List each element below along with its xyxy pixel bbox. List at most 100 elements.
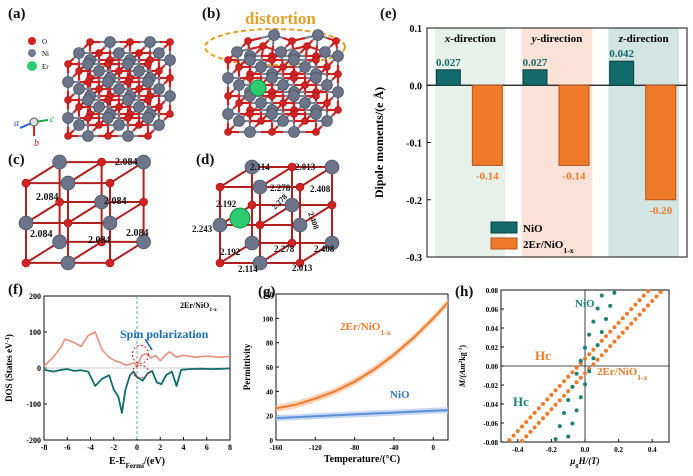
er-hysteresis-point [545, 411, 550, 416]
bond-length: 2.408 [314, 244, 335, 254]
er-hysteresis-point [620, 316, 625, 321]
legend-er: Er [27, 61, 49, 71]
er-hysteresis-point [574, 365, 579, 370]
er-hysteresis-point [637, 298, 642, 303]
er-hysteresis-point [532, 425, 537, 430]
er-hysteresis-point [646, 303, 650, 308]
er-hysteresis-point [616, 320, 621, 325]
er-hysteresis-point [524, 434, 529, 439]
distortion-ellipse [204, 28, 346, 66]
nio-octahedron: 2.084 2.084 2.084 2.084 2.084 2.084 [18, 154, 151, 271]
er-hysteresis-point [545, 397, 550, 402]
y-axis-label: Permittivity [242, 343, 252, 390]
y-tick-label: 0.02 [486, 344, 499, 352]
bar-value-label: -0.14 [476, 170, 499, 182]
er-hysteresis-point [553, 402, 558, 407]
nio-loop-label: NiO [575, 298, 595, 310]
er-hysteresis-point [591, 347, 596, 352]
er-permittivity-line [275, 301, 449, 410]
nio-hysteresis-point [578, 358, 583, 363]
panel-b: (b) distortion [190, 0, 360, 150]
legend: NiO 2Er/NiO1-x [490, 221, 574, 255]
bar-value-label: -0.20 [649, 205, 672, 217]
er-hysteresis-point [612, 325, 617, 330]
x-tick-label: -160 [270, 444, 283, 452]
x-axis-label: E-EFermi/(eV) [109, 456, 165, 470]
er-atom [249, 79, 267, 97]
y-tick-label: 0.1 [410, 24, 423, 35]
panel-h-label: (h) [455, 284, 474, 300]
svg-text:b: b [34, 138, 39, 149]
panel-e-label: (e) [380, 6, 397, 22]
spin-polarization-label: Spin polarization [120, 327, 209, 341]
lattice-a [62, 36, 176, 142]
svg-text:a: a [14, 118, 19, 129]
panel-d: (d) 2.114 2.013 2.192 2.278 2.408 2.243 … [190, 148, 360, 278]
x-tick-label: -120 [309, 444, 322, 452]
legend-swatch-nio [490, 221, 518, 234]
x-tick-label: -0.4 [512, 446, 524, 454]
x-tick-label: 0 [432, 444, 436, 452]
dos-spin-up-line [43, 331, 231, 368]
er-hysteresis-point [557, 398, 562, 403]
er-hysteresis-point [633, 317, 638, 322]
bar-er-nio [558, 84, 590, 166]
legend-label-nio: NiO [523, 223, 543, 235]
er-hysteresis-point [650, 299, 655, 303]
x-tick-label: -6 [64, 443, 71, 452]
y-tick-label: 0.00 [486, 363, 499, 371]
er-hysteresis-point [520, 438, 524, 443]
y-axis-label: DOS (States eV-1) [4, 334, 15, 402]
x-tick-label: 2 [158, 443, 162, 452]
er-hysteresis-point [604, 334, 608, 339]
x-tick-label: -8 [41, 443, 48, 452]
svg-text:O: O [42, 38, 47, 46]
annotation-arrow [144, 338, 153, 351]
bond-length: 2.114 [250, 162, 270, 172]
y-tick-label: -0.3 [406, 253, 422, 264]
distorted-structure: distortion [204, 9, 346, 138]
y-axis-label: Dipole moments/(e Å) [372, 87, 386, 198]
bond-length: 2.192 [220, 247, 241, 257]
er-hysteresis-point [620, 330, 625, 335]
bond-length: 2.084 [88, 235, 111, 246]
bond-length: 2.013 [295, 162, 316, 172]
er-hysteresis-point [566, 374, 571, 379]
y-tick-label: 60 [266, 364, 274, 372]
er-hysteresis-point [612, 339, 617, 344]
x-tick-label: -2 [110, 443, 117, 452]
nio-hysteresis-point [557, 424, 562, 429]
nio-hysteresis-point [591, 356, 596, 361]
nio-crystal-structure: O Ni Er a c b [14, 36, 176, 149]
er-hysteresis-point [629, 307, 634, 312]
legend-label-er: 2Er/NiO1-x [523, 239, 574, 255]
er-hysteresis-point [587, 352, 592, 357]
bond-length: 2.084 [36, 192, 59, 203]
panel-d-label: (d) [196, 152, 215, 168]
er-hysteresis-point [541, 416, 545, 421]
nio-hysteresis-point [595, 306, 600, 311]
er-hysteresis-point [583, 371, 587, 376]
er-hysteresis-point [625, 311, 629, 316]
dipole-moment-chart: 0.1 0.0 -0.1 -0.2 -0.3 x-direction y-direction… [372, 24, 688, 264]
nio-hysteresis-point [599, 330, 604, 334]
bond-length: 2.243 [192, 224, 213, 234]
nio-hysteresis-point [566, 398, 571, 402]
er-hysteresis-point [562, 393, 566, 398]
panel-f: (f) -8 -6 -4 -2 0 2 4 6 8 200 100 0 -100 -200 Spin pol… [0, 280, 240, 471]
y-tick-label: 0.0 [410, 81, 423, 92]
panel-g-label: (g) [258, 284, 276, 300]
nio-hysteresis-point [570, 384, 575, 389]
nio-hysteresis-point [574, 408, 579, 413]
bond-length: 2.192 [216, 199, 237, 209]
y-tick-label: -0.1 [406, 139, 422, 150]
nio-hysteresis-point [587, 369, 592, 374]
hc-label-nio: Hc [513, 394, 529, 409]
y-tick-label: -100 [26, 400, 41, 409]
x-tick-label: 0.0 [581, 446, 590, 454]
er-hysteresis-point [511, 433, 516, 438]
er-hysteresis-point [608, 344, 613, 349]
bar-value-label: 0.042 [609, 48, 634, 60]
nio-hysteresis-point [578, 395, 583, 400]
er-hysteresis-point [616, 335, 621, 340]
